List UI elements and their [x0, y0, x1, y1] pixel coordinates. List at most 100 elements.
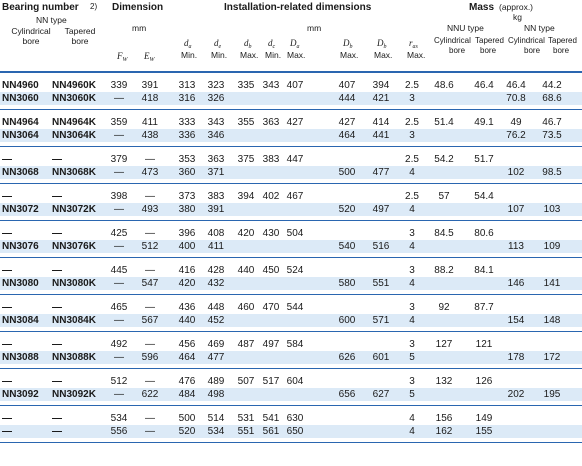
table-cell-Ew: 512	[141, 241, 159, 252]
table-cell-Fw: —	[114, 204, 124, 215]
table-cell-dc_min: 402	[262, 191, 280, 202]
table-cell-tap_bore: NN3084K	[52, 315, 96, 326]
table-cell-Fw: 445	[110, 265, 128, 276]
table-cell-Fw: —	[114, 278, 124, 289]
table-cell-ras_max: 2.5	[405, 154, 419, 165]
footnote-mark: 2)	[90, 2, 98, 11]
table-cell-Fw: —	[114, 241, 124, 252]
table-cell-Da_max: 407	[286, 80, 304, 91]
table-cell-dc_min: 470	[262, 302, 280, 313]
table-cell-Da_max	[283, 203, 307, 216]
table-cell-cyl_bore: —	[2, 228, 12, 239]
table-cell-de_min: 448	[207, 302, 225, 313]
table-cell-dc_min	[259, 277, 283, 290]
table-cell-Da_max	[283, 240, 307, 253]
table-cell-tap_bore: NN3064K	[52, 130, 96, 141]
table-row: — — 465 — 436 448 460 470 544 3 92 87.7	[0, 301, 582, 314]
table-cell-da_min: 333	[178, 117, 196, 128]
table-cell-Db_max	[334, 425, 360, 438]
table-cell-nnu_tap: 155	[475, 426, 493, 437]
table-cell-Db_max: 427	[338, 117, 356, 128]
table-cell-nn_cyl: 178	[507, 352, 525, 363]
table-cell-de_min: 498	[207, 389, 225, 400]
table-cell-nnu_tap: 46.4	[474, 80, 494, 91]
table-cell-db_max: 507	[237, 376, 255, 387]
table-cell-nnu_cyl: 84.5	[434, 228, 454, 239]
tapered-bore-heading: Tapered bore	[64, 26, 96, 46]
table-cell-cyl_bore: NN3068	[2, 167, 39, 178]
mass-approx: (approx.)	[499, 2, 534, 12]
nn-type-mass-heading: NN type	[524, 23, 555, 33]
table-cell-db_max	[234, 129, 258, 142]
table-cell-Ew: 547	[141, 278, 159, 289]
table-cell-de_min: 343	[207, 117, 225, 128]
table-cell-Db_max: 520	[338, 204, 356, 215]
table-cell-da_min: 400	[178, 241, 196, 252]
table-cell-Db2_max: 627	[372, 389, 390, 400]
nnu-tapered-bore-word: bore	[480, 46, 497, 55]
table-cell-nnu_cyl	[426, 240, 462, 253]
table-cell-Ew: —	[145, 376, 155, 387]
table-row: — — 512 — 476 489 507 517 604 3 132 126	[0, 375, 582, 388]
table-cell-Db_max	[334, 264, 360, 277]
table-cell-nn_tap: 148	[543, 315, 561, 326]
group-divider	[0, 146, 582, 147]
table-cell-Da_max: 604	[286, 376, 304, 387]
table-cell-Fw: —	[114, 352, 124, 363]
table-cell-db_max: 551	[237, 426, 255, 437]
table-row: — — 425 — 396 408 420 430 504 3 84.5 80.6	[0, 227, 582, 240]
table-cell-tap_bore: NN3088K	[52, 352, 96, 363]
table-cell-de_min: 477	[207, 352, 225, 363]
table-cell-da_min: 476	[178, 376, 196, 387]
table-cell-nnu_tap	[468, 203, 500, 216]
table-cell-db_max: 394	[237, 191, 255, 202]
da-upper-symbol: Da	[290, 38, 300, 51]
table-cell-Db_max: 656	[338, 389, 356, 400]
dc-symbol: dc	[268, 38, 276, 51]
table-cell-Db2_max: 571	[372, 315, 390, 326]
table-cell-Ew: 391	[141, 80, 159, 91]
table-cell-Da_max: 467	[286, 191, 304, 202]
table-cell-dc_min: 430	[262, 228, 280, 239]
table-cell-Db2_max: 551	[372, 278, 390, 289]
table-header: Bearing number 2) NN type Cylindrical bo…	[0, 0, 582, 71]
table-cell-nnu_tap	[468, 166, 500, 179]
table-cell-tap_bore: —	[52, 376, 62, 387]
table-cell-nn_cyl: 76.2	[506, 130, 526, 141]
table-cell-da_min: 313	[178, 80, 196, 91]
table-cell-Ew: —	[145, 339, 155, 350]
table-cell-Da_max: 427	[286, 117, 304, 128]
table-cell-nn_tap: 172	[543, 352, 561, 363]
table-cell-Fw: —	[114, 167, 124, 178]
table-cell-Db2_max: 497	[372, 204, 390, 215]
table-cell-nnu_tap: 80.6	[474, 228, 494, 239]
nn-cylindrical-bore-word: bore	[524, 46, 541, 55]
table-cell-Db2_max: 516	[372, 241, 390, 252]
table-cell-de_min: 363	[207, 154, 225, 165]
nnu-cylindrical-bore-word: bore	[449, 46, 466, 55]
group-divider	[0, 257, 582, 258]
table-cell-nnu_cyl	[426, 203, 462, 216]
table-cell-nn_tap	[534, 425, 570, 438]
table-row: — — 534 — 500 514 531 541 630 4 156 149	[0, 412, 582, 425]
table-cell-de_min: 489	[207, 376, 225, 387]
table-cell-ras_max: 2.5	[405, 80, 419, 91]
db-max-label-3: Max.	[374, 50, 393, 60]
group-divider	[0, 368, 582, 369]
dimension-unit: mm	[132, 23, 147, 33]
table-cell-nn_cyl	[498, 190, 534, 203]
table-cell-de_min: 411	[208, 241, 224, 252]
nn-type-heading: NN type	[36, 15, 67, 25]
table-cell-Ew: 411	[142, 117, 158, 128]
table-row: NN3084 NN3084K — 567 440 452 600 571 4 154 148	[0, 314, 582, 327]
table-cell-de_min: 428	[207, 265, 225, 276]
table-cell-Db_max: 500	[338, 167, 356, 178]
table-cell-de_min: 452	[207, 315, 225, 326]
table-cell-tap_bore: NN3072K	[52, 204, 96, 215]
table-cell-nn_tap: 98.5	[542, 167, 562, 178]
table-cell-db_max	[234, 166, 258, 179]
table-cell-ras_max: 3	[409, 93, 415, 104]
table-cell-db_max: 440	[237, 265, 255, 276]
table-cell-nn_tap	[534, 190, 570, 203]
table-cell-db_max: 335	[237, 80, 255, 91]
